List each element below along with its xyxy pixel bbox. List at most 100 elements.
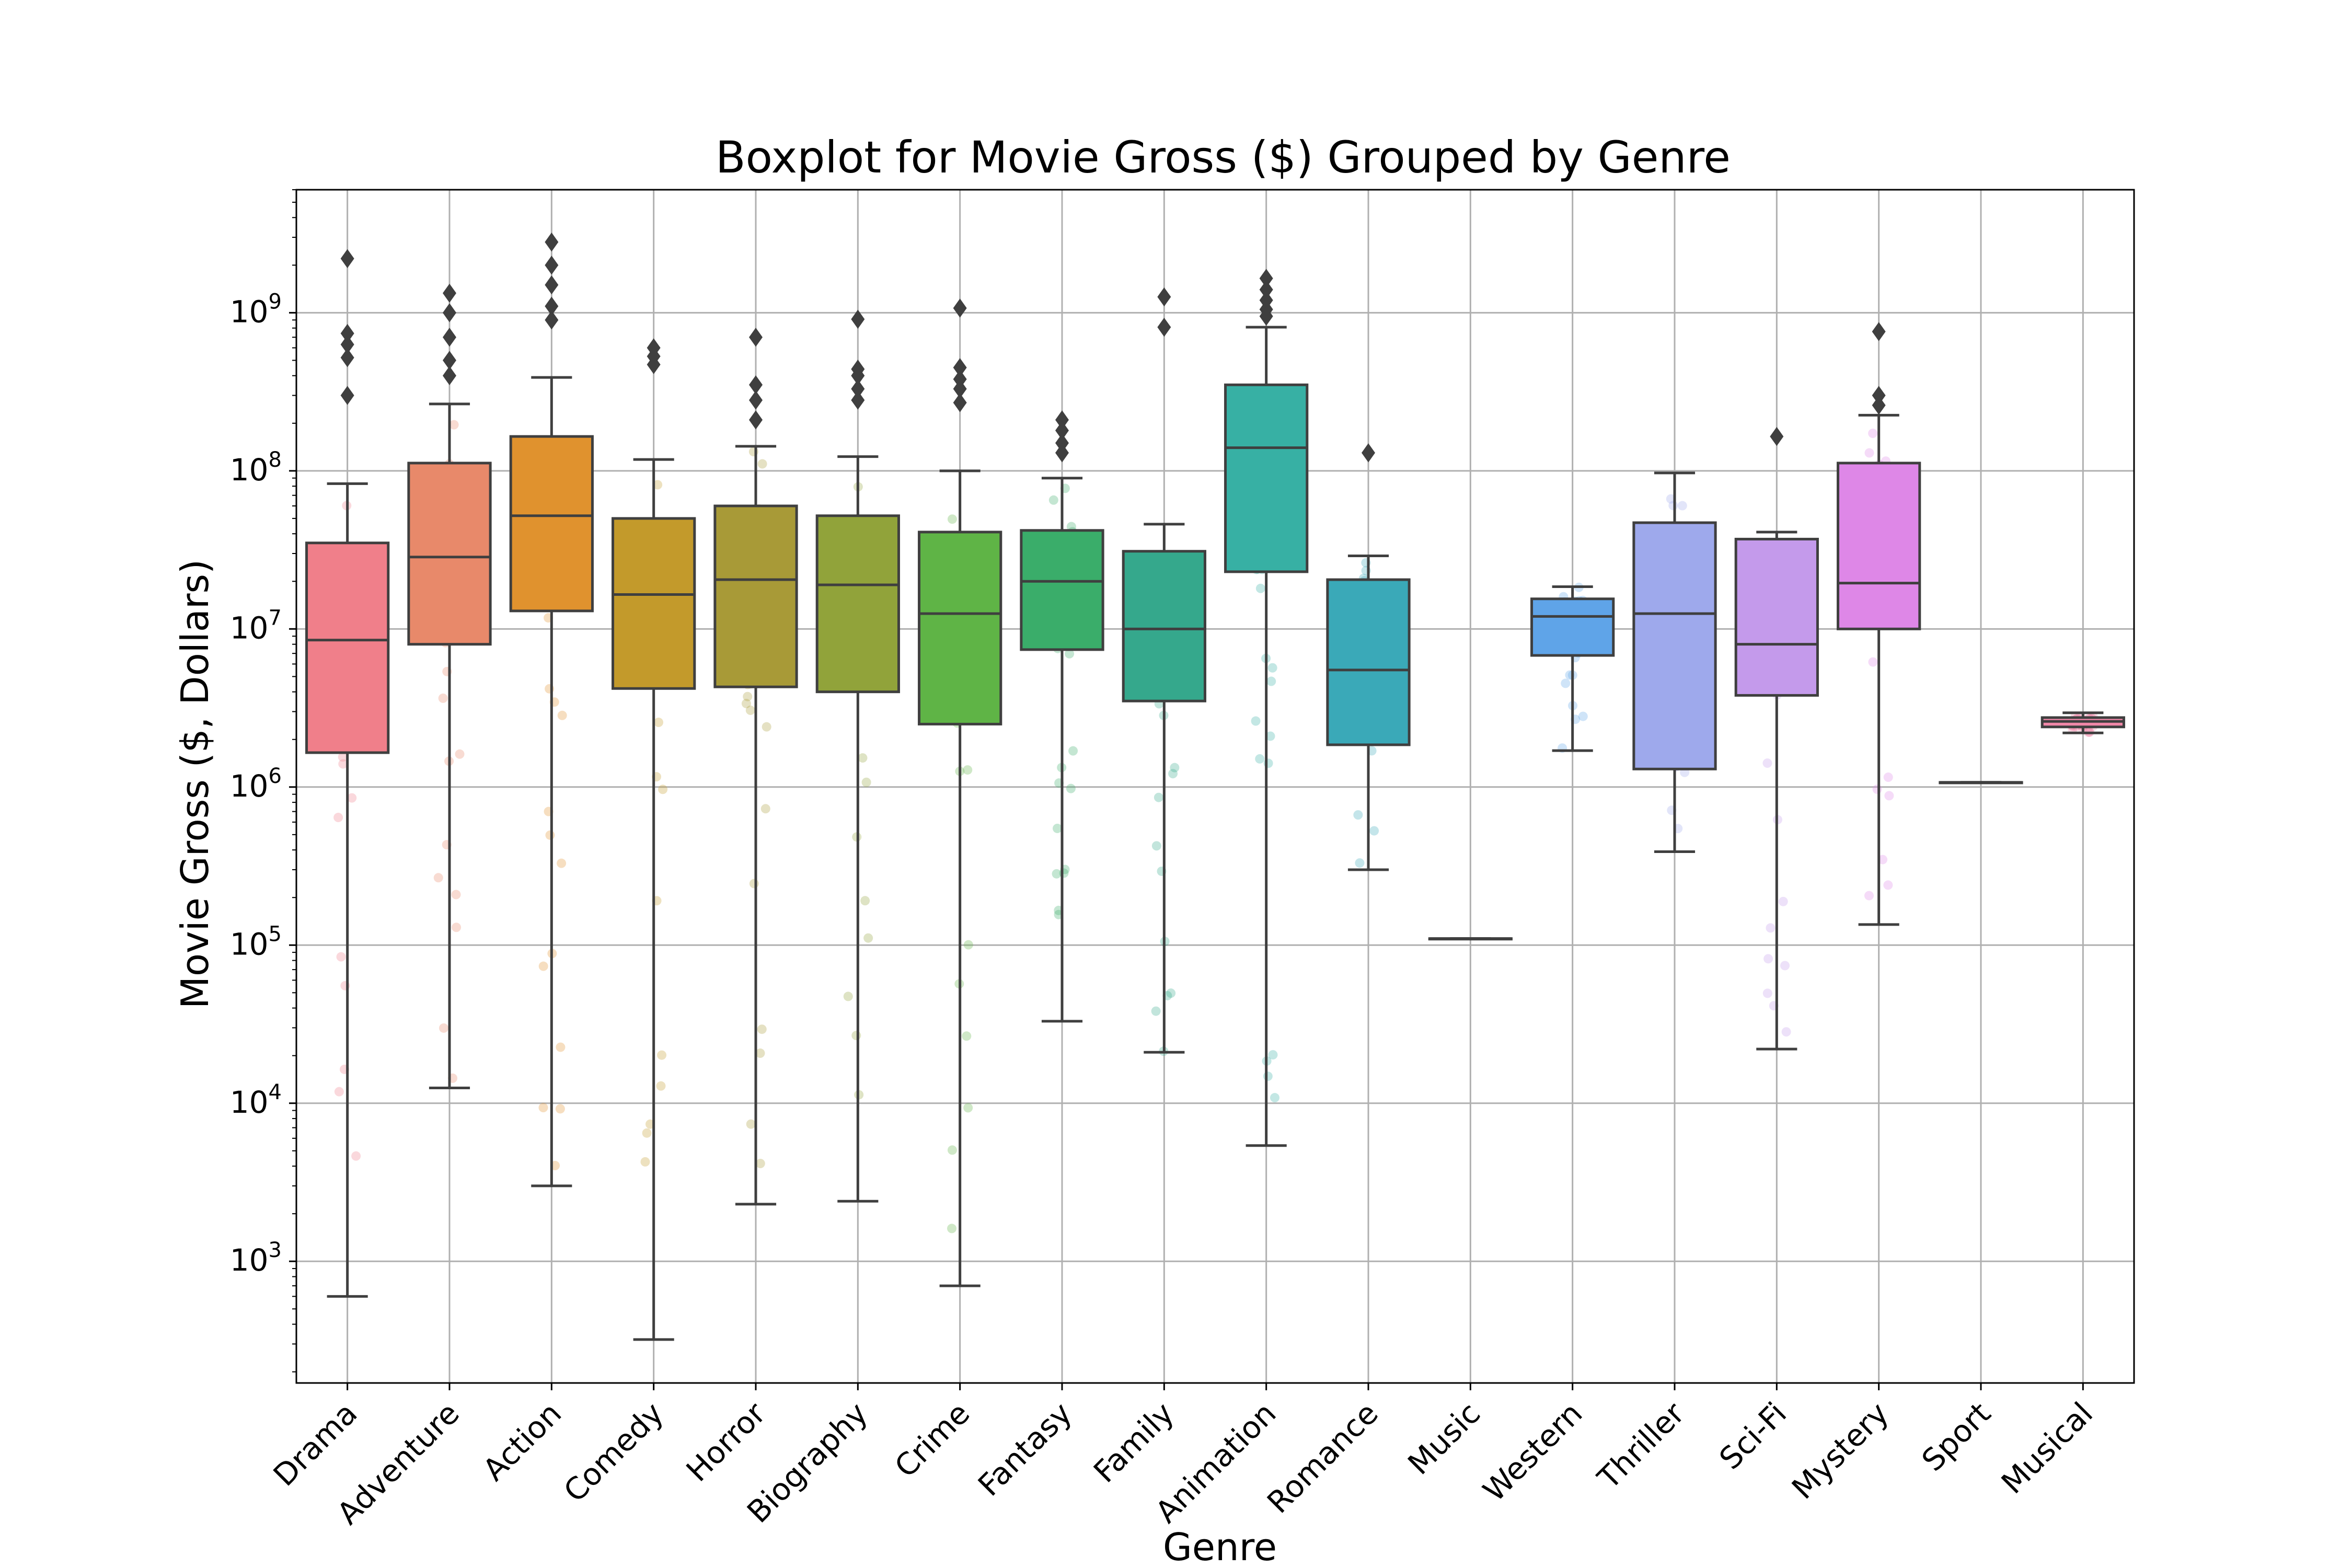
strip-point bbox=[1884, 791, 1894, 801]
strip-point bbox=[347, 793, 357, 803]
outlier-point bbox=[545, 256, 559, 275]
y-tick-label: 107 bbox=[230, 606, 282, 645]
strip-point bbox=[1668, 501, 1678, 511]
strip-point bbox=[1168, 769, 1178, 779]
y-axis-label: Movie Gross ($, Dollars) bbox=[173, 559, 217, 1009]
x-axis-label: Genre bbox=[1163, 1525, 1277, 1568]
strip-point bbox=[1268, 1050, 1278, 1060]
strip-point bbox=[755, 1159, 765, 1169]
strip-point bbox=[757, 459, 767, 469]
box-fantasy bbox=[1020, 529, 1104, 651]
chart-title: Boxplot for Movie Gross ($) Grouped by G… bbox=[716, 132, 1731, 183]
outlier-point bbox=[443, 328, 456, 347]
outlier-point bbox=[340, 386, 354, 405]
strip-point bbox=[755, 1048, 765, 1058]
outlier-point bbox=[443, 283, 456, 303]
strip-point bbox=[741, 699, 751, 709]
outlier-point bbox=[851, 309, 865, 329]
strip-point bbox=[843, 991, 853, 1001]
box-family bbox=[1122, 550, 1206, 702]
strip-point bbox=[1883, 773, 1893, 782]
strip-point bbox=[1048, 495, 1058, 505]
y-tick-label: 104 bbox=[230, 1080, 282, 1120]
outlier-point bbox=[647, 355, 661, 374]
outlier-point bbox=[545, 232, 559, 252]
strip-point bbox=[451, 890, 461, 900]
strip-point bbox=[1151, 841, 1161, 851]
strip-point bbox=[757, 1024, 767, 1034]
strip-point bbox=[1878, 855, 1888, 864]
x-tick-label: Music bbox=[1401, 1396, 1487, 1482]
outlier-point bbox=[749, 375, 763, 395]
strip-point bbox=[1578, 711, 1588, 721]
strip-point bbox=[858, 753, 868, 763]
strip-point bbox=[439, 1023, 448, 1033]
x-tick-label: Drama bbox=[267, 1396, 364, 1493]
strip-point bbox=[351, 1151, 361, 1161]
box-biography bbox=[815, 514, 900, 694]
strip-point bbox=[851, 1031, 861, 1041]
outlier-point bbox=[1770, 426, 1784, 446]
strip-point bbox=[1666, 494, 1676, 504]
x-tick-label: Family bbox=[1087, 1396, 1181, 1490]
strip-point bbox=[433, 873, 443, 883]
box-drama bbox=[305, 541, 390, 754]
strip-point bbox=[1065, 649, 1075, 659]
x-tick-label: Musical bbox=[1994, 1396, 2100, 1501]
strip-point bbox=[861, 777, 871, 787]
strip-point bbox=[1353, 810, 1363, 820]
outlier-point bbox=[340, 249, 354, 268]
strip-point bbox=[1267, 663, 1277, 673]
outlier-point bbox=[953, 393, 967, 412]
strip-point bbox=[743, 691, 753, 701]
strip-point bbox=[745, 705, 755, 715]
strip-point bbox=[1355, 858, 1365, 868]
outlier-point bbox=[953, 358, 967, 377]
outlier-point bbox=[545, 296, 559, 316]
outlier-point bbox=[953, 379, 967, 399]
strip-point bbox=[760, 804, 770, 814]
strip-point bbox=[657, 1050, 667, 1060]
strip-point bbox=[1864, 891, 1874, 901]
x-tick-label: Mystery bbox=[1785, 1396, 1896, 1506]
strip-point bbox=[762, 722, 771, 732]
box-western bbox=[1530, 597, 1615, 657]
strip-point bbox=[963, 765, 973, 775]
outlier-point bbox=[1157, 317, 1171, 337]
strip-point bbox=[1677, 501, 1687, 511]
strip-point bbox=[863, 933, 873, 943]
strip-point bbox=[1762, 988, 1772, 998]
strip-point bbox=[1766, 923, 1775, 933]
strip-point bbox=[336, 952, 346, 962]
strip-point bbox=[1053, 823, 1063, 833]
outlier-point bbox=[545, 310, 559, 330]
strip-point bbox=[1780, 961, 1790, 971]
outlier-point bbox=[749, 390, 763, 410]
strip-point bbox=[333, 813, 343, 823]
strip-point bbox=[1270, 1093, 1279, 1103]
x-tick-label: Romance bbox=[1260, 1396, 1385, 1520]
box-sci-fi bbox=[1734, 537, 1819, 697]
outlier-point bbox=[1055, 433, 1069, 453]
strip-point bbox=[1763, 954, 1773, 964]
box-adventure bbox=[407, 462, 492, 646]
strip-point bbox=[642, 1128, 652, 1138]
strip-point bbox=[654, 718, 664, 728]
strip-point bbox=[1266, 676, 1276, 686]
strip-point bbox=[1151, 1006, 1161, 1016]
strip-point bbox=[1762, 758, 1772, 768]
strip-point bbox=[1154, 792, 1163, 802]
outlier-point bbox=[1872, 386, 1886, 405]
strip-point bbox=[1781, 1027, 1791, 1037]
y-tick-label: 103 bbox=[230, 1238, 282, 1278]
strip-point bbox=[947, 1145, 957, 1155]
y-tick-label: 108 bbox=[230, 448, 282, 488]
strip-point bbox=[1170, 763, 1180, 773]
strip-point bbox=[452, 923, 462, 932]
outlier-point bbox=[851, 379, 865, 399]
x-tick-label: Sci-Fi bbox=[1712, 1396, 1793, 1477]
strip-point bbox=[947, 1224, 957, 1233]
box-animation bbox=[1224, 383, 1309, 573]
strip-point bbox=[658, 785, 668, 794]
